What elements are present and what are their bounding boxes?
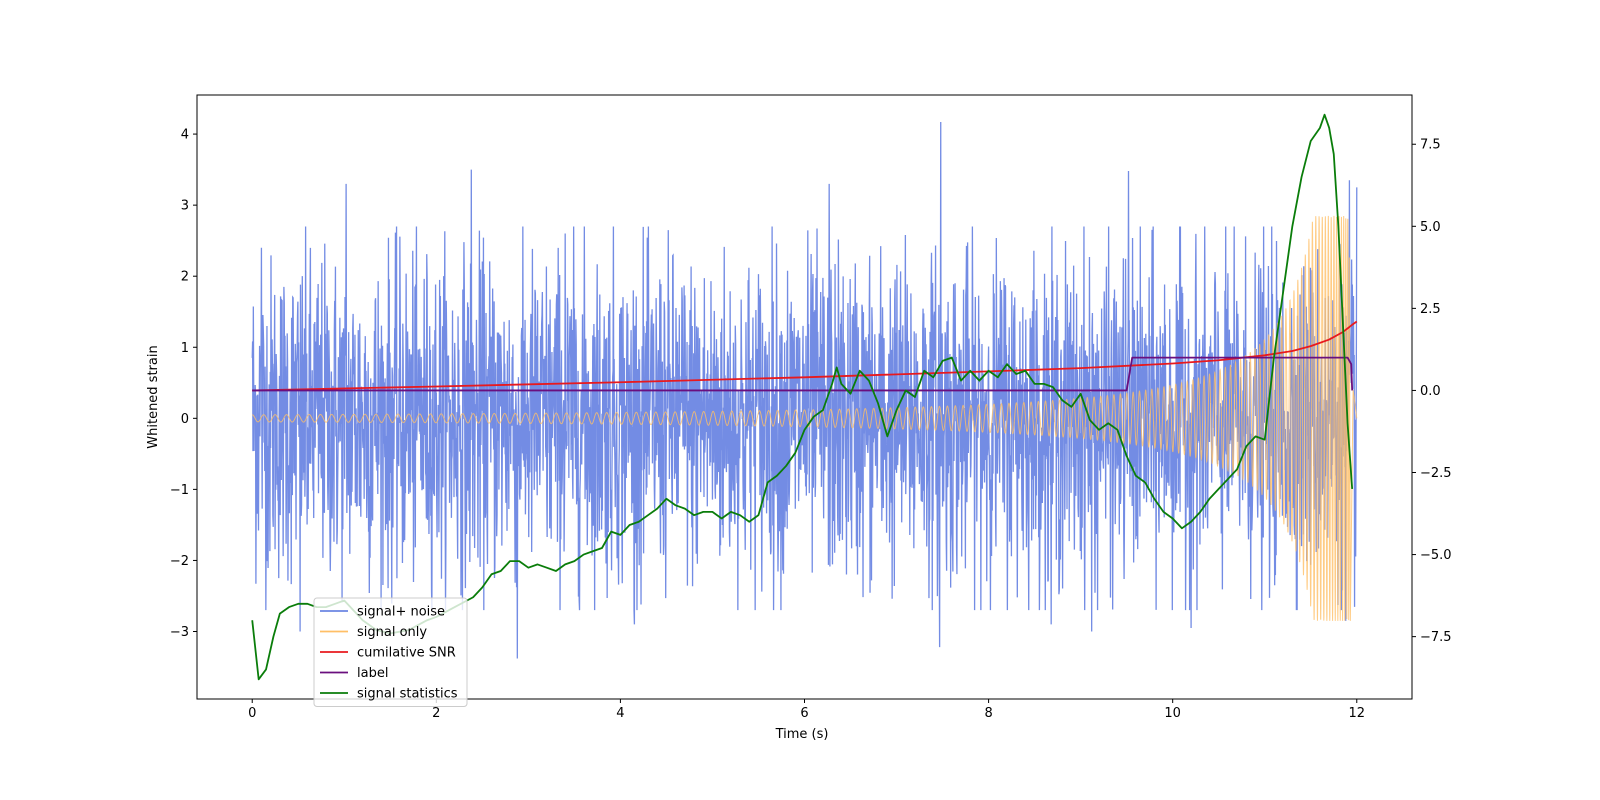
y-left-tick-label: 0 (181, 412, 189, 427)
y-left-tick-label: 2 (181, 270, 189, 285)
y-right-tick-label: 5.0 (1420, 220, 1441, 235)
x-tick-label: 8 (984, 706, 992, 721)
y-right-tick-label: 0.0 (1420, 384, 1441, 399)
y-left-tick-label: −2 (170, 554, 189, 569)
legend-label: signal statistics (357, 687, 458, 702)
legend-label: signal+ noise (357, 605, 445, 620)
y-left-tick-label: 3 (181, 199, 189, 214)
x-tick-label: 4 (616, 706, 624, 721)
x-tick-label: 6 (800, 706, 808, 721)
y-left-tick-label: −3 (170, 625, 189, 640)
legend: signal+ noise signal only cumilative SNR la… (313, 597, 468, 707)
series-label-line (252, 356, 1354, 392)
x-axis-label: Time (s) (775, 727, 829, 742)
x-tick-label: 2 (432, 706, 440, 721)
y-left-tick-label: 1 (181, 341, 189, 356)
legend-box (313, 597, 468, 707)
series-cumulative-snr-line (252, 320, 1358, 392)
y-right-tick-label: 2.5 (1420, 302, 1441, 317)
y-left-tick-label: −1 (170, 483, 189, 498)
legend-label: signal only (357, 625, 427, 640)
x-tick-label: 10 (1164, 706, 1181, 721)
legend-label: label (357, 666, 388, 681)
y-left-tick-label: 4 (181, 128, 189, 143)
x-tick-label: 0 (248, 706, 256, 721)
series-signal-only-line (252, 215, 1358, 621)
y-right-tick-label: −2.5 (1420, 466, 1452, 481)
y-right-tick-label: 7.5 (1420, 138, 1441, 153)
legend-label: cumilative SNR (357, 646, 456, 661)
x-tick-label: 12 (1348, 706, 1365, 721)
y-right-tick-label: −5.0 (1420, 548, 1452, 563)
y-axis-label: Whitened strain (146, 345, 161, 448)
y-right-tick-label: −7.5 (1420, 630, 1452, 645)
series-signal-noise-line (251, 121, 1358, 659)
series-signal-statistics-line (251, 113, 1354, 681)
